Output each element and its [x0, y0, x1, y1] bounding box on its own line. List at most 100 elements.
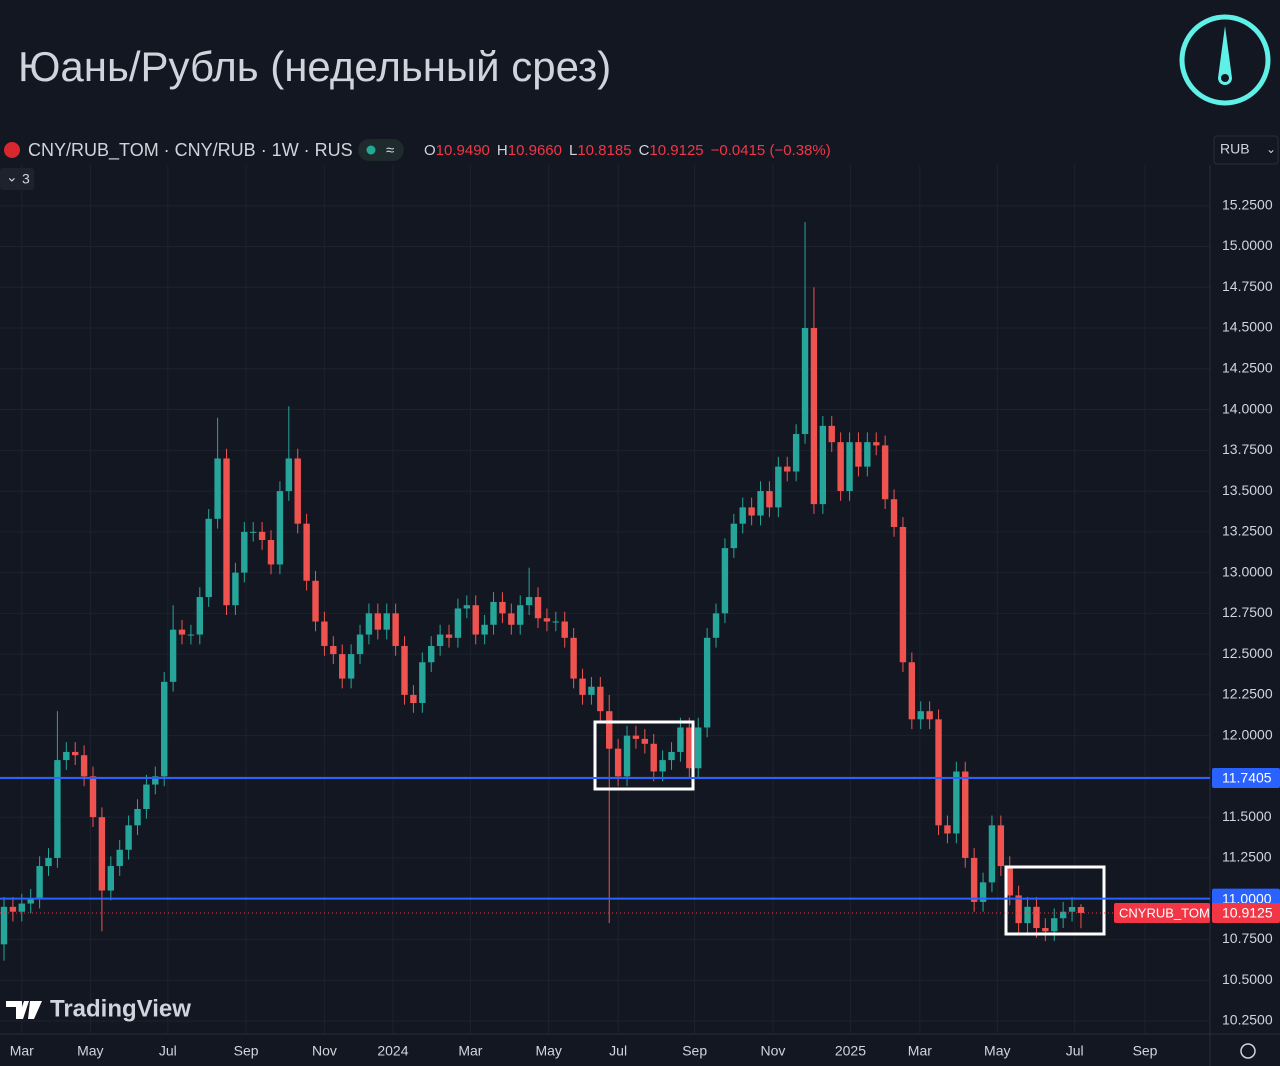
x-tick-label: Mar [458, 1043, 482, 1059]
candle-body [730, 523, 738, 549]
candle-body [775, 466, 782, 508]
candle-body [276, 491, 284, 565]
candle-body [45, 857, 52, 867]
candle-body [410, 694, 417, 704]
candle-body [89, 776, 97, 818]
candle-body [810, 328, 818, 505]
candle-body [18, 903, 26, 912]
x-tick-label: Mar [10, 1043, 34, 1059]
candle-body [303, 523, 310, 581]
candle-body [757, 491, 764, 516]
candle-body [419, 662, 426, 704]
x-tick-label: Jul [609, 1043, 627, 1059]
status-pill [358, 139, 404, 161]
candle-body [979, 882, 987, 902]
candle-body [552, 621, 560, 623]
candle-body [597, 686, 604, 712]
highlight-box [593, 720, 695, 791]
candle-body [241, 531, 248, 573]
logo [1179, 14, 1271, 106]
candle-body [792, 434, 800, 472]
y-tick-label: 15.0000 [1222, 237, 1273, 253]
y-tick-label: 10.5000 [1222, 971, 1273, 987]
candle-body [650, 743, 657, 772]
candle-body [1033, 906, 1040, 929]
y-tick-label: 12.5000 [1222, 645, 1273, 661]
status-dot [366, 145, 376, 155]
y-tick-label: 12.7500 [1222, 604, 1273, 620]
indicators-caret[interactable]: ⌄ [6, 169, 18, 185]
candle-body [784, 466, 791, 472]
candle-body [864, 442, 871, 467]
candle-body [846, 442, 853, 492]
level-label: 11.0000 [1222, 890, 1272, 906]
legend-value: 10.9660 [508, 142, 562, 159]
y-tick-label: 12.0000 [1222, 726, 1273, 742]
candle-body [881, 445, 889, 500]
indicators-count[interactable]: 3 [22, 171, 30, 187]
currency-caret[interactable]: ⌄ [1266, 142, 1276, 156]
candle-body [525, 597, 533, 606]
candle-body [641, 738, 649, 744]
candle-body [374, 613, 382, 630]
candle-body [223, 458, 230, 606]
symbol-line: CNY/RUB_TOM · CNY/RUB · 1W · RUS [28, 140, 353, 161]
legend-label: L [569, 142, 577, 159]
level-label: 11.7405 [1222, 770, 1272, 786]
candle-body [570, 637, 577, 679]
flag [4, 142, 20, 158]
candle-body [962, 771, 969, 858]
candle-body [917, 711, 924, 720]
candle-body [134, 809, 141, 826]
x-tick-label: Jul [159, 1043, 177, 1059]
candle-body [517, 605, 524, 625]
candle-body [98, 817, 106, 891]
candle-body [258, 531, 266, 540]
x-tick-label: Jul [1066, 1043, 1084, 1059]
x-tick-label: Sep [234, 1043, 259, 1059]
candle-body [454, 608, 462, 638]
candle-body [801, 328, 809, 435]
candle-body [632, 735, 640, 739]
candle-body [543, 618, 551, 622]
candle-body [855, 442, 862, 467]
candle-body [606, 711, 613, 749]
candle-body [873, 442, 880, 446]
candle-body [187, 634, 195, 636]
legend-label: C [639, 142, 650, 159]
y-tick-label: 13.2500 [1222, 523, 1273, 539]
brand-name: TradingView [50, 995, 191, 1022]
candle-body [659, 760, 666, 772]
candle-body [766, 491, 773, 508]
y-tick-label: 12.2500 [1222, 686, 1273, 702]
candle-body [321, 621, 328, 646]
candle-body [499, 601, 506, 614]
candle-body [695, 727, 702, 769]
candle-body [401, 645, 408, 695]
highlight-box [1004, 865, 1106, 936]
candle-body [712, 613, 720, 638]
candle-body [668, 751, 675, 761]
brand: TradingView [6, 995, 191, 1022]
last-price-label: 10.9125 [1222, 905, 1273, 921]
settings-icon[interactable] [1240, 1043, 1256, 1059]
candle-body [285, 458, 293, 492]
candle-body [1077, 906, 1085, 913]
candle-body [169, 629, 177, 682]
candle-body [107, 866, 115, 891]
status-icon: ≈ [386, 142, 394, 159]
x-tick-label: May [77, 1043, 103, 1059]
candle-body [294, 458, 301, 524]
last-price-name: CNYRUB_TOM [1119, 905, 1210, 920]
candle-body [534, 597, 542, 619]
candle-body [339, 654, 346, 679]
x-tick-label: Sep [1133, 1043, 1158, 1059]
candle-body [9, 906, 17, 912]
currency-label[interactable]: RUB [1220, 141, 1250, 157]
indicators-toggle[interactable] [0, 168, 34, 190]
candle-body [579, 678, 586, 695]
candle-body [463, 605, 471, 609]
currency-button[interactable] [1213, 135, 1279, 165]
